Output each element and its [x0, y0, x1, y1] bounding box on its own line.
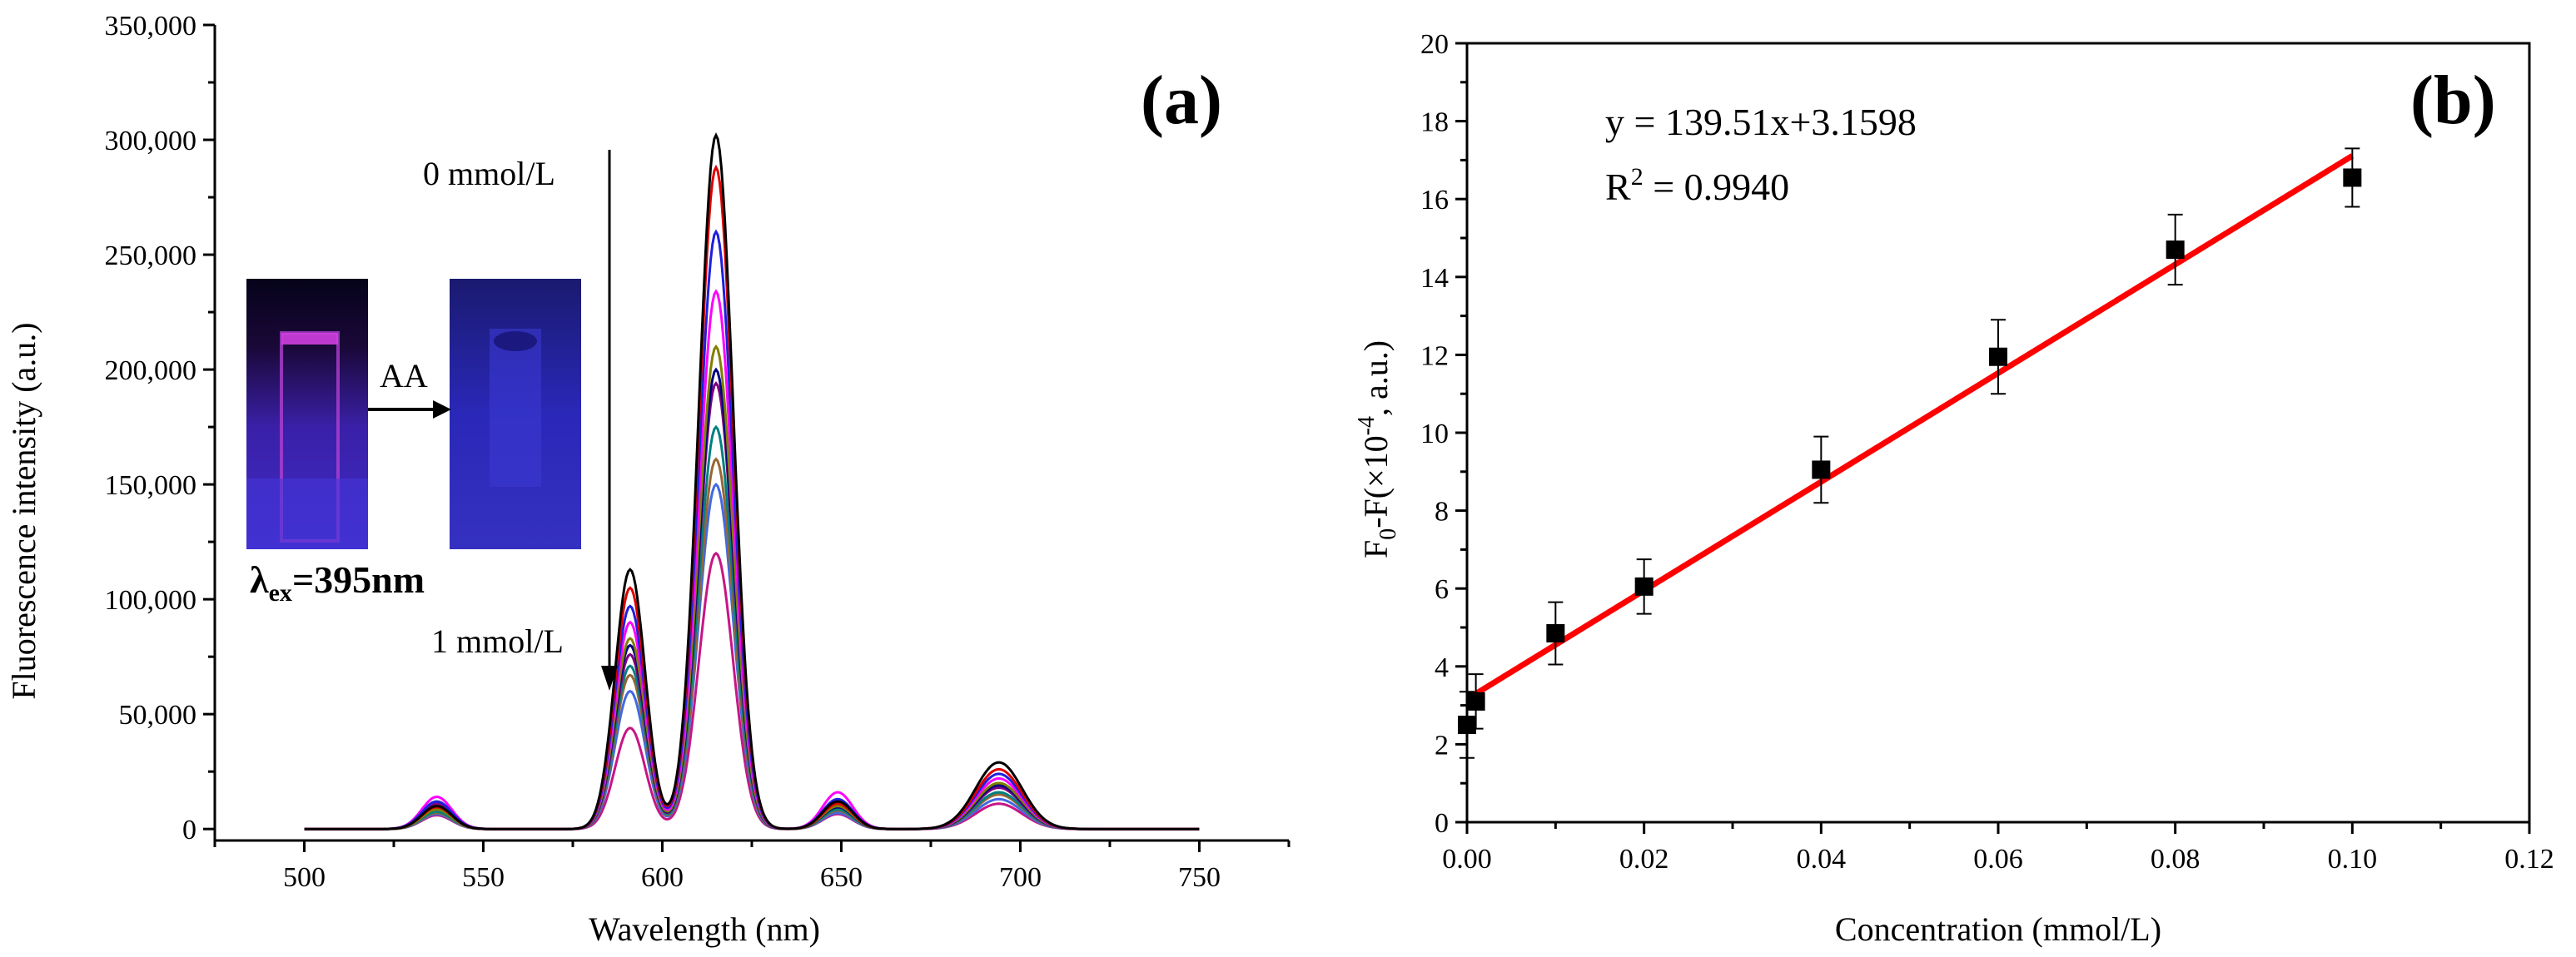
b-y-tick-label: 20 [1420, 29, 1449, 60]
a-label-1-mmol: 1 mmol/L [431, 622, 564, 660]
b-data-point [1458, 716, 1476, 734]
b-x-tick-label: 0.12 [2504, 844, 2554, 875]
b-y-tick-label: 2 [1435, 730, 1449, 761]
b-y-ticks: 0 2 4 6 8 10 12 14 16 18 20 [1420, 29, 1467, 839]
a-series-line-2 [304, 164, 1200, 831]
a-series-line-1 [304, 131, 1200, 831]
fit-equation: y = 139.51x+3.1598 [1605, 101, 1917, 143]
excitation-wavelength-label: λex=395nm [250, 558, 425, 607]
b-ylabel-sup: -4 [1354, 416, 1380, 435]
b-fit-line [1465, 153, 2355, 702]
b-axes [1465, 42, 2531, 824]
b-y-tick-label: 6 [1435, 574, 1449, 605]
panel-a: 500 550 600 650 700 750 0 50,000 100,000 150,000… [5, 11, 1290, 948]
a-y-tick-label: 250,000 [105, 240, 197, 271]
a-label-0-mmol: 0 mmol/L [423, 155, 555, 192]
b-y-tick-label: 16 [1420, 185, 1449, 216]
b-points-group [1458, 147, 2362, 759]
b-y-tick-label: 10 [1420, 419, 1449, 449]
b-ylabel-rest1: -F(×10 [1357, 435, 1395, 528]
b-data-point [1989, 347, 2007, 366]
fit-r-squared: R2 = 0.9940 [1605, 163, 1789, 208]
a-axes [213, 25, 1289, 842]
b-ylabel-main: F [1357, 540, 1395, 558]
b-y-tick-label: 14 [1420, 263, 1449, 294]
a-series-group [304, 131, 1200, 831]
b-x-tick-label: 0.06 [1973, 844, 2023, 875]
a-y-tick-label: 50,000 [119, 700, 197, 731]
b-y-axis-title: F0-F(×10-4, a.u.) [1354, 340, 1401, 558]
a-panel-label: (a) [1141, 62, 1222, 139]
inset-photo-after [450, 279, 581, 549]
lambda-value: =395nm [292, 558, 425, 601]
a-y-tick-label: 0 [182, 815, 196, 845]
b-y-tick-label: 4 [1435, 652, 1449, 683]
a-y-tick-label: 150,000 [105, 470, 197, 501]
a-x-tick-label: 650 [820, 862, 863, 893]
lambda-symbol: λ [250, 558, 269, 601]
a-x-tick-label: 750 [1178, 862, 1221, 893]
a-x-ticks: 500 550 600 650 700 750 [213, 840, 1290, 893]
r2-superscript: 2 [1631, 163, 1644, 191]
b-y-tick-label: 18 [1420, 107, 1449, 138]
b-data-point [1812, 460, 1831, 479]
r2-value: = 0.9940 [1644, 166, 1789, 208]
r2-prefix: R [1605, 166, 1631, 208]
inset-photo-before [246, 279, 368, 549]
b-y-tick-label: 0 [1435, 808, 1449, 839]
a-y-ticks: 0 50,000 100,000 150,000 200,000 250,000 300,0… [105, 11, 215, 845]
a-y-tick-label: 350,000 [105, 11, 197, 42]
a-x-tick-label: 500 [283, 862, 326, 893]
a-y-tick-label: 200,000 [105, 355, 197, 386]
b-data-point [1466, 692, 1485, 711]
a-y-tick-label: 300,000 [105, 126, 197, 156]
b-y-tick-label: 12 [1420, 340, 1449, 371]
a-y-axis-title: Fluorescence intensity (a.u.) [5, 322, 42, 699]
b-ylabel-rest2: , a.u.) [1357, 340, 1395, 416]
b-data-point [1546, 624, 1565, 643]
b-data-point [2343, 168, 2362, 187]
a-y-tick-label: 100,000 [105, 585, 197, 616]
b-x-tick-label: 0.10 [2328, 844, 2378, 875]
b-ylabel-sub: 0 [1375, 528, 1401, 540]
b-panel-label: (b) [2410, 62, 2496, 139]
b-x-tick-label: 0.08 [2151, 844, 2201, 875]
b-x-ticks: 0.00 0.02 0.04 0.06 0.08 0.10 0.12 [1442, 822, 2554, 875]
b-y-tick-label: 8 [1435, 497, 1449, 528]
b-data-point [2166, 240, 2185, 260]
b-data-point [1634, 577, 1654, 596]
a-x-tick-label: 700 [999, 862, 1042, 893]
a-x-tick-label: 600 [641, 862, 684, 893]
a-x-axis-title: Wavelength (nm) [589, 910, 820, 948]
inset-arrow-label: AA [380, 357, 428, 394]
a-concentration-arrowhead [601, 666, 618, 691]
b-plot-frame [1465, 42, 2531, 824]
panel-b: 0.00 0.02 0.04 0.06 0.08 0.10 0.12 0 2 4 6 8 10 12 14… [1354, 29, 2554, 948]
b-fit-group [1465, 153, 2355, 702]
b-x-axis-title: Concentration (mmol/L) [1835, 910, 2161, 948]
a-x-tick-label: 550 [462, 862, 505, 893]
lambda-subscript: ex [269, 579, 292, 607]
b-x-tick-label: 0.00 [1442, 844, 1492, 875]
inset-arrowhead [433, 400, 451, 419]
b-x-tick-label: 0.04 [1797, 844, 1847, 875]
b-x-tick-label: 0.02 [1619, 844, 1669, 875]
